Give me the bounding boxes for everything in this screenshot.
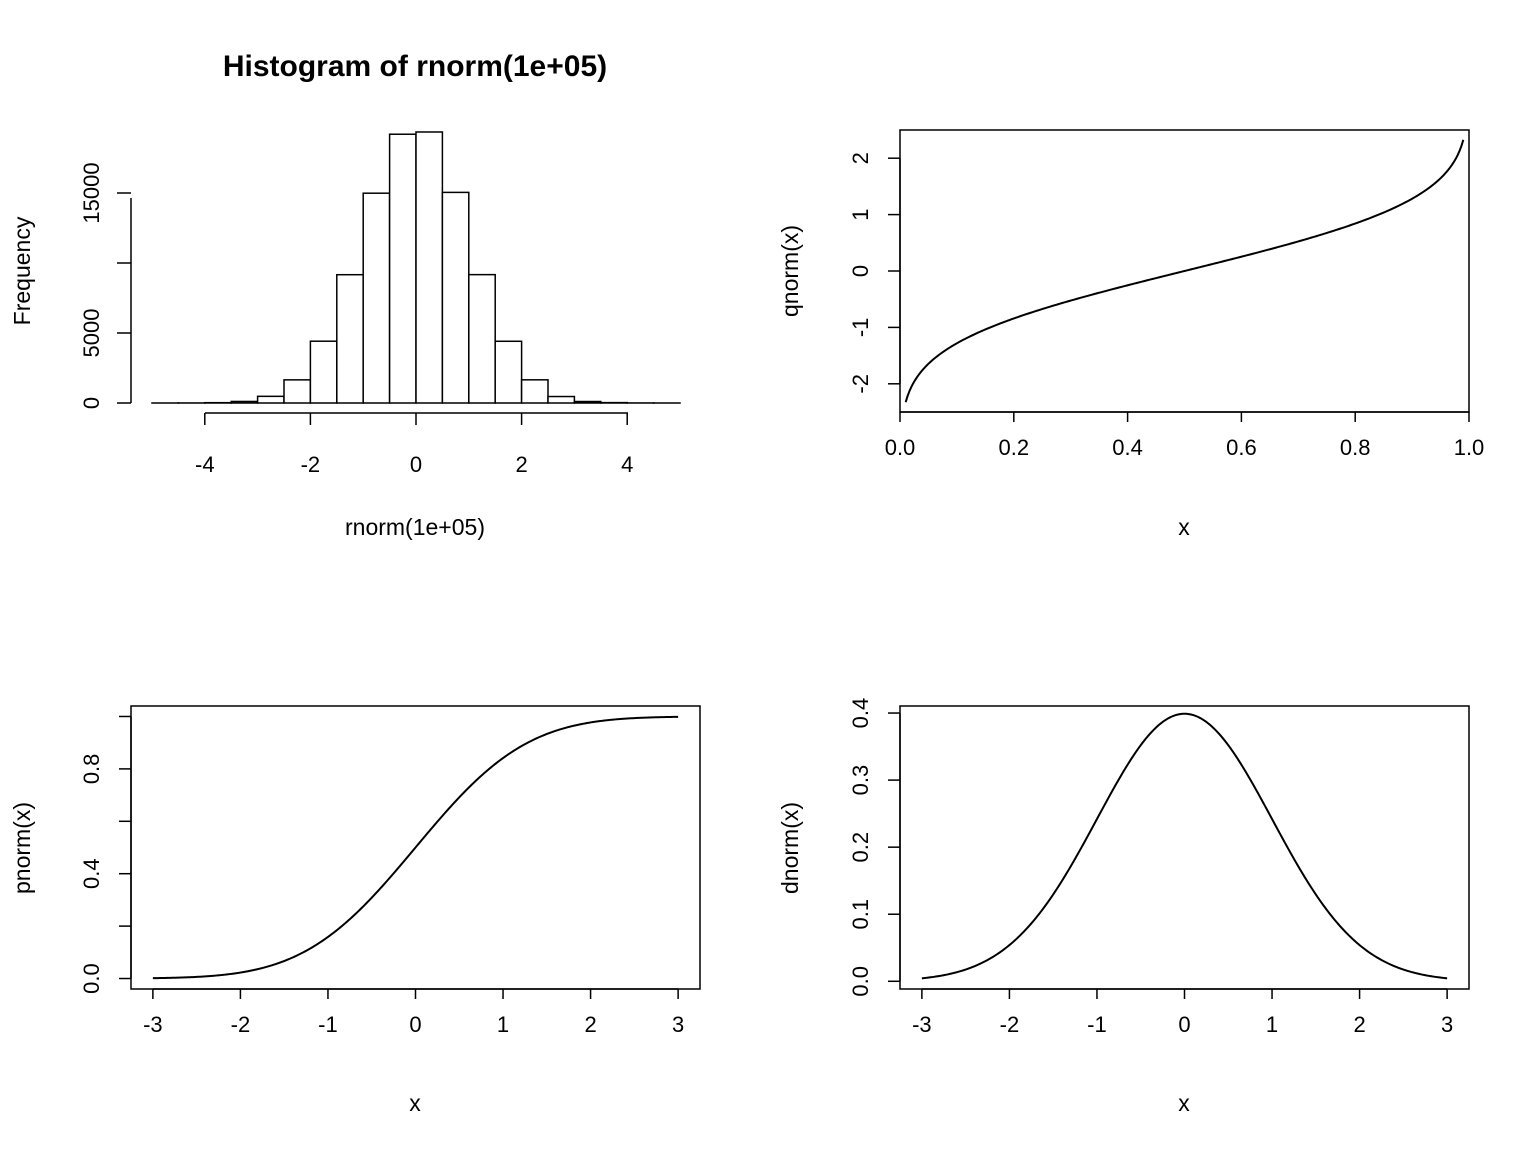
histogram-y-tick-label: 15000 [79,162,104,223]
histogram-bars [151,131,681,404]
qnorm-x-tick-label: 0.4 [1112,435,1143,460]
pnorm-x-tick-label: 2 [584,1012,596,1037]
histogram-x-tick-label: -2 [301,452,321,477]
histogram-title: Histogram of rnorm(1e+05) [223,50,607,83]
histogram-bar [309,340,338,404]
dnorm-y-tick-label: 0.1 [848,899,873,930]
qnorm-ticks: 0.0 0.2 0.4 0.6 0.8 1.0 -2 -1 0 1 2 [848,152,1484,460]
dnorm-y-tick-label: 0.3 [848,765,873,796]
histogram-bar [573,400,602,404]
qnorm-x-tick-label: 0.0 [885,435,916,460]
dnorm-x-tick-label: -1 [1087,1012,1107,1037]
histogram-bar [388,133,417,404]
histogram-bar [468,273,496,404]
histogram-y-label: Frequency [9,216,35,325]
qnorm-x-tick-label: 0.8 [1340,435,1371,460]
dnorm-x-tick-label: -2 [1000,1012,1020,1037]
pnorm-x-tick-label: 0 [409,1012,421,1037]
histogram-panel: Histogram of rnorm(1e+05) -4 -2 0 2 4 0 5000 15… [9,50,681,540]
dnorm-y-tick-label: 0.0 [848,966,873,997]
histogram-bar [520,379,549,404]
dnorm-y-tick-label: 0.4 [848,698,873,729]
dnorm-panel: -3 -2 -1 0 1 2 3 0.0 0.1 0.2 0.3 0.4 x dnorm(x) [777,698,1470,1116]
dnorm-x-tick-label: 2 [1353,1012,1365,1037]
histogram-y-tick-label: 0 [79,397,104,409]
pnorm-ticks: -3 -2 -1 0 1 2 3 0.0 0.4 0.8 [79,715,684,1037]
qnorm-y-label: qnorm(x) [777,225,803,317]
histogram-bar [362,192,391,404]
pnorm-y-tick-label: 0.8 [79,754,104,785]
pnorm-y-label: pnorm(x) [9,802,35,894]
histogram-x-tick-label: 0 [410,452,422,477]
pnorm-x-tick-label: 3 [672,1012,684,1037]
dnorm-y-label: dnorm(x) [777,802,803,894]
histogram-x-tick-label: -4 [195,452,215,477]
qnorm-y-tick-label: 1 [848,208,873,220]
qnorm-y-tick-label: -2 [848,374,873,394]
pnorm-x-label: x [409,1090,421,1116]
dnorm-curve [921,712,1448,980]
histogram-bar [283,379,312,404]
dnorm-x-tick-label: -3 [912,1012,932,1037]
dnorm-x-tick-label: 3 [1441,1012,1453,1037]
dnorm-x-label: x [1178,1090,1190,1116]
histogram-bar [336,273,364,404]
qnorm-panel: 0.0 0.2 0.4 0.6 0.8 1.0 -2 -1 0 1 2 x qnorm(x) [777,129,1484,540]
histogram-bar [256,395,285,404]
dnorm-ticks: -3 -2 -1 0 1 2 3 0.0 0.1 0.2 0.3 0.4 [848,698,1453,1037]
qnorm-y-tick-label: -1 [848,318,873,338]
histogram-bar [494,340,523,404]
qnorm-curve [904,139,1465,403]
histogram-bar [547,395,576,404]
pnorm-x-tick-label: -2 [231,1012,251,1037]
histogram-bar [415,131,444,404]
qnorm-y-tick-label: 0 [848,265,873,277]
dnorm-x-tick-label: 1 [1266,1012,1278,1037]
qnorm-x-tick-label: 0.6 [1226,435,1257,460]
histogram-y-tick-label: 5000 [79,309,104,358]
pnorm-x-tick-label: -1 [318,1012,338,1037]
histogram-x-tick-label: 2 [515,452,527,477]
pnorm-x-tick-label: 1 [497,1012,509,1037]
qnorm-y-tick-label: 2 [848,152,873,164]
pnorm-y-tick-label: 0.4 [79,858,104,889]
histogram-bar [230,400,259,404]
qnorm-x-label: x [1178,514,1190,540]
qnorm-x-tick-label: 1.0 [1454,435,1485,460]
qnorm-x-tick-label: 0.2 [999,435,1030,460]
dnorm-y-tick-label: 0.2 [848,832,873,863]
pnorm-curve [152,715,679,980]
dnorm-x-tick-label: 0 [1178,1012,1190,1037]
histogram-x-tick-label: 4 [621,452,633,477]
pnorm-x-tick-label: -3 [143,1012,163,1037]
pnorm-panel: -3 -2 -1 0 1 2 3 0.0 0.4 0.8 x pnorm(x) [9,705,701,1116]
dnorm-plot-frame [899,705,1470,990]
histogram-bar [441,191,470,404]
pnorm-y-tick-label: 0.0 [79,963,104,994]
histogram-ticks: -4 -2 0 2 4 0 5000 15000 [79,162,633,477]
histogram-x-label: rnorm(1e+05) [345,514,485,540]
